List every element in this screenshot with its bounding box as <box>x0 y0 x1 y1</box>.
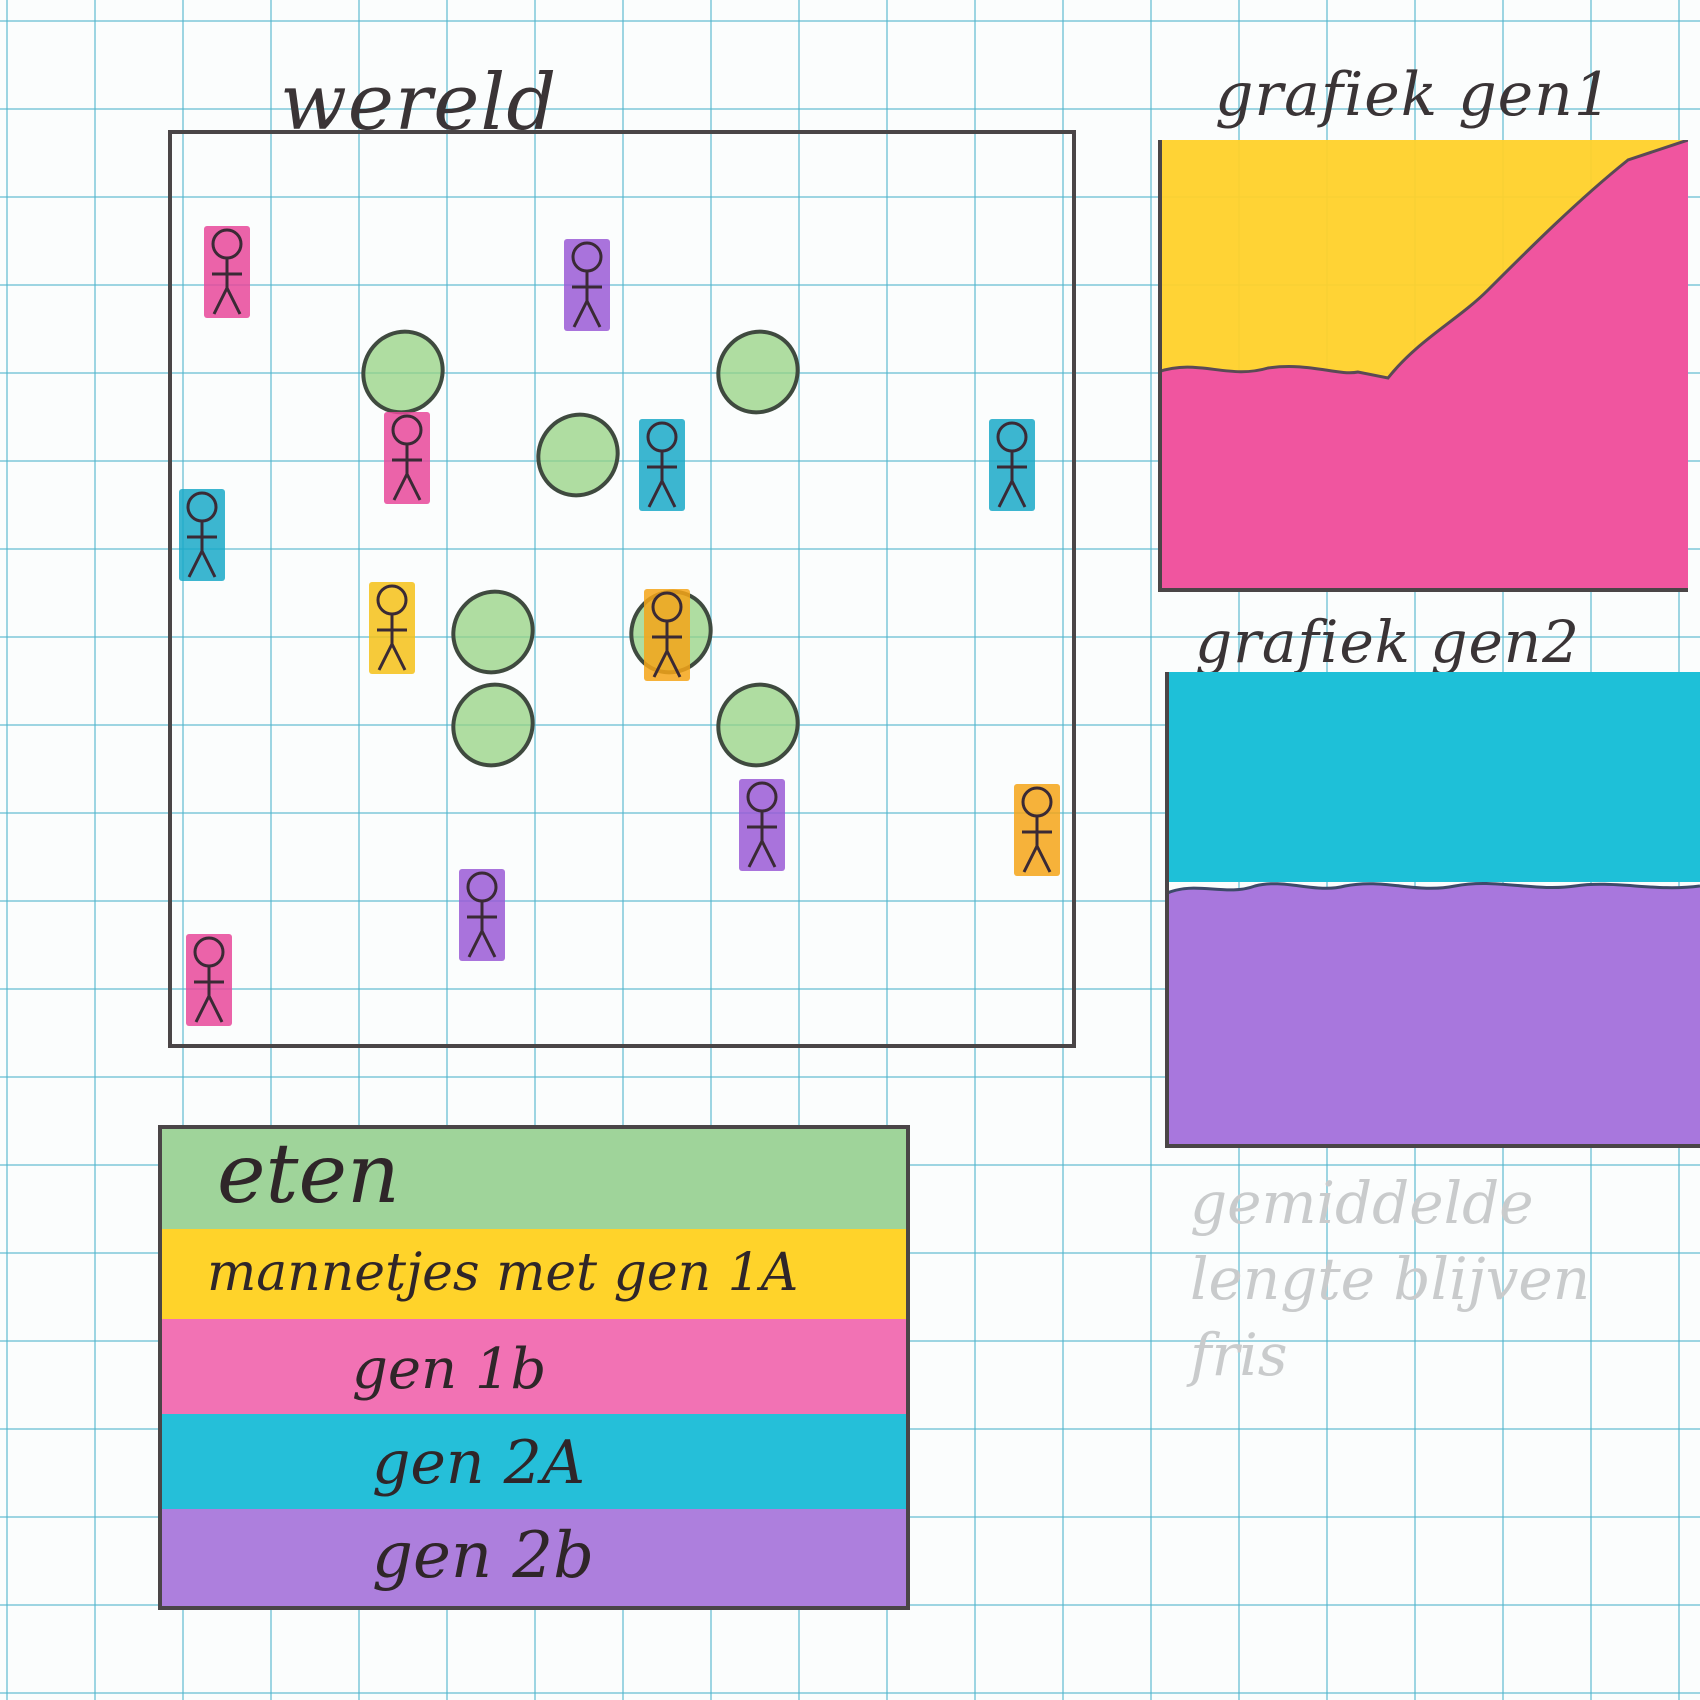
stick-figure <box>184 934 234 1026</box>
stick-figure-icon <box>186 934 232 1026</box>
food-blob <box>519 396 637 514</box>
graph-gen2-y-axis <box>1165 672 1169 1148</box>
stick-figure <box>177 489 227 581</box>
graph-gen1-bottom-area <box>1158 140 1688 592</box>
graph-gen2-title: grafiek gen2 <box>1195 608 1581 676</box>
graph-gen1-y-axis <box>1158 140 1162 592</box>
stick-figure <box>987 419 1037 511</box>
graph-gen1-x-axis <box>1158 588 1688 592</box>
legend-label-gen1b: gen 1b <box>352 1337 547 1402</box>
graph-gen1-title: grafiek gen1 <box>1215 60 1613 130</box>
world-frame <box>168 130 1076 1048</box>
stick-figure-icon <box>384 412 430 504</box>
stick-figure <box>642 589 692 681</box>
graph-gen2-x-axis <box>1165 1144 1700 1148</box>
legend-label-food: eten <box>217 1127 400 1222</box>
stick-figure <box>737 779 787 871</box>
graph-gen2 <box>1165 672 1700 1148</box>
stick-figure-icon <box>459 869 505 961</box>
stick-figure <box>457 869 507 961</box>
stick-figure-icon <box>179 489 225 581</box>
graph-gen2-top-area <box>1165 672 1700 882</box>
stick-figure <box>1012 784 1062 876</box>
legend-row-gen1a: mannetjes met gen 1A <box>162 1229 906 1319</box>
stick-figure <box>562 239 612 331</box>
stick-figure <box>382 412 432 504</box>
legend-row-food: eten <box>162 1127 906 1229</box>
graph-gen2-bottom-area <box>1165 883 1700 1148</box>
stick-figure <box>367 582 417 674</box>
food-blob <box>699 666 817 784</box>
stick-figure-icon <box>369 582 415 674</box>
stick-figure-icon <box>739 779 785 871</box>
food-blob <box>699 313 817 431</box>
legend-row-gen1b: gen 1b <box>162 1319 906 1414</box>
legend-row-gen2a: gen 2A <box>162 1414 906 1509</box>
stick-figure <box>202 226 252 318</box>
legend-label-gen2b: gen 2b <box>372 1519 595 1593</box>
food-blob <box>434 666 552 784</box>
stick-figure-icon <box>1014 784 1060 876</box>
legend-label-gen2a: gen 2A <box>372 1428 586 1498</box>
stick-figure-icon <box>989 419 1035 511</box>
stick-figure-icon <box>639 419 685 511</box>
stick-figure-icon <box>204 226 250 318</box>
faded-pencil-note: gemiddelde lengte blijven fris <box>1190 1169 1591 1389</box>
legend-row-gen2b: gen 2b <box>162 1509 906 1606</box>
legend-label-gen1a: mannetjes met gen 1A <box>207 1243 799 1303</box>
stick-figure-icon <box>644 589 690 681</box>
food-blob <box>434 573 552 691</box>
graph-gen1 <box>1158 140 1688 592</box>
stick-figure <box>637 419 687 511</box>
legend: eten mannetjes met gen 1A gen 1b gen 2A … <box>158 1125 910 1610</box>
stick-figure-icon <box>564 239 610 331</box>
